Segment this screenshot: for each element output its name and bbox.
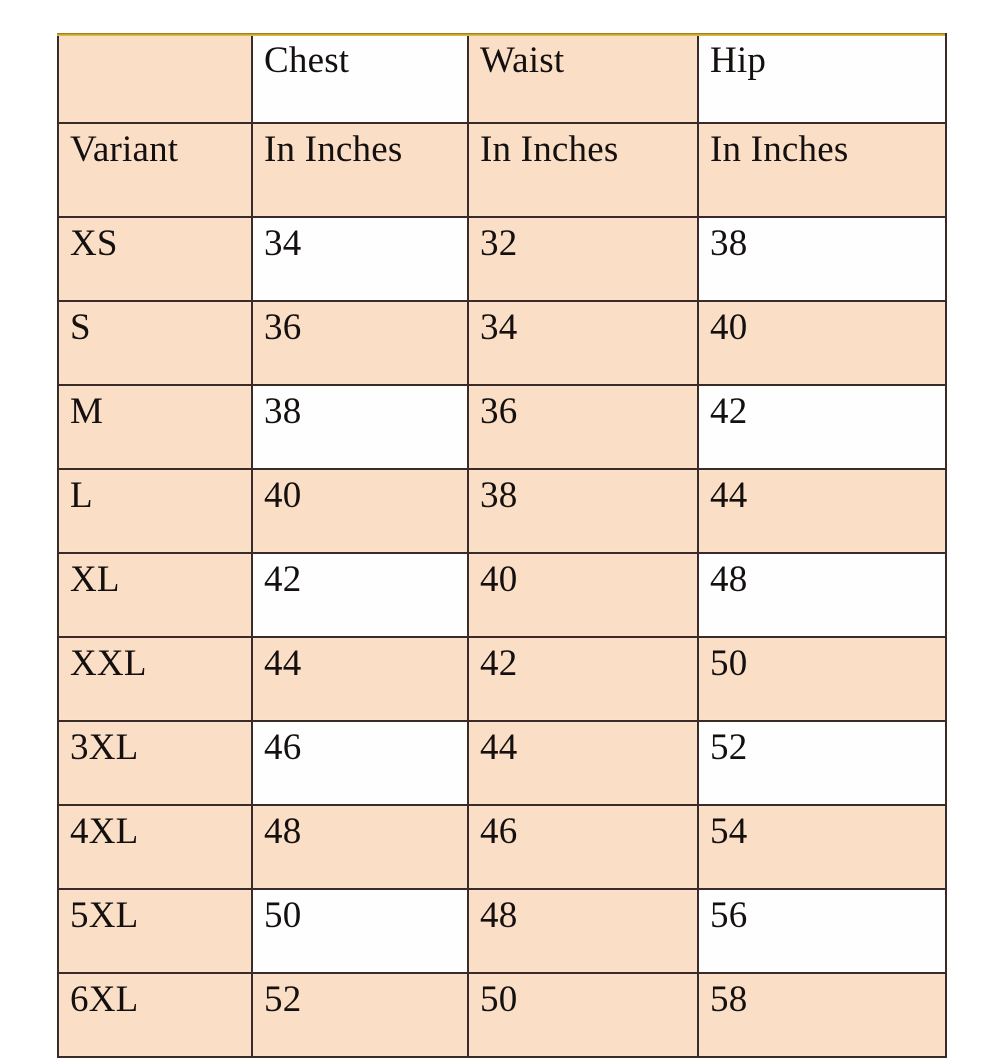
header-cell-chest: Chest xyxy=(251,33,469,124)
header-cell-hip: Hip xyxy=(697,33,947,124)
cell-waist: 48 xyxy=(467,888,699,974)
table-row: 5XL 50 48 56 xyxy=(57,888,947,974)
header-cell-variant-label: Variant xyxy=(57,122,253,218)
table-row: XXL 44 42 50 xyxy=(57,636,947,722)
cell-hip: 48 xyxy=(697,552,947,638)
cell-hip: 40 xyxy=(697,300,947,386)
cell-waist: 34 xyxy=(467,300,699,386)
cell-chest: 50 xyxy=(251,888,469,974)
cell-hip: 50 xyxy=(697,636,947,722)
cell-waist: 46 xyxy=(467,804,699,890)
header-row-measurements: Chest Waist Hip xyxy=(57,33,947,124)
cell-variant: 6XL xyxy=(57,972,253,1058)
header-cell-chest-unit: In Inches xyxy=(251,122,469,218)
header-cell-variant-blank xyxy=(57,33,253,124)
cell-hip: 52 xyxy=(697,720,947,806)
cell-variant: XL xyxy=(57,552,253,638)
cell-hip: 42 xyxy=(697,384,947,470)
cell-variant: L xyxy=(57,468,253,554)
cell-variant: S xyxy=(57,300,253,386)
table-row: L 40 38 44 xyxy=(57,468,947,554)
cell-chest: 40 xyxy=(251,468,469,554)
cell-hip: 58 xyxy=(697,972,947,1058)
cell-waist: 32 xyxy=(467,216,699,302)
table-row: M 38 36 42 xyxy=(57,384,947,470)
cell-chest: 46 xyxy=(251,720,469,806)
cell-waist: 44 xyxy=(467,720,699,806)
cell-chest: 38 xyxy=(251,384,469,470)
size-chart-body: Chest Waist Hip Variant In Inches In Inc… xyxy=(57,33,947,1058)
cell-waist: 40 xyxy=(467,552,699,638)
cell-hip: 56 xyxy=(697,888,947,974)
table-top-rule xyxy=(57,33,945,36)
header-cell-waist: Waist xyxy=(467,33,699,124)
cell-hip: 38 xyxy=(697,216,947,302)
cell-variant: XS xyxy=(57,216,253,302)
cell-waist: 50 xyxy=(467,972,699,1058)
cell-waist: 38 xyxy=(467,468,699,554)
cell-hip: 44 xyxy=(697,468,947,554)
header-cell-waist-unit: In Inches xyxy=(467,122,699,218)
table-row: 3XL 46 44 52 xyxy=(57,720,947,806)
cell-hip: 54 xyxy=(697,804,947,890)
cell-chest: 36 xyxy=(251,300,469,386)
cell-chest: 48 xyxy=(251,804,469,890)
header-row-units: Variant In Inches In Inches In Inches xyxy=(57,122,947,218)
table-row: S 36 34 40 xyxy=(57,300,947,386)
cell-chest: 44 xyxy=(251,636,469,722)
cell-waist: 42 xyxy=(467,636,699,722)
table-row: 6XL 52 50 58 xyxy=(57,972,947,1058)
cell-variant: 5XL xyxy=(57,888,253,974)
table-row: XL 42 40 48 xyxy=(57,552,947,638)
size-chart-table: Chest Waist Hip Variant In Inches In Inc… xyxy=(57,33,947,1058)
header-cell-hip-unit: In Inches xyxy=(697,122,947,218)
size-chart-container: Chest Waist Hip Variant In Inches In Inc… xyxy=(57,33,947,1058)
cell-variant: XXL xyxy=(57,636,253,722)
table-row: XS 34 32 38 xyxy=(57,216,947,302)
cell-variant: M xyxy=(57,384,253,470)
cell-chest: 42 xyxy=(251,552,469,638)
cell-chest: 52 xyxy=(251,972,469,1058)
cell-chest: 34 xyxy=(251,216,469,302)
cell-variant: 3XL xyxy=(57,720,253,806)
table-row: 4XL 48 46 54 xyxy=(57,804,947,890)
cell-variant: 4XL xyxy=(57,804,253,890)
cell-waist: 36 xyxy=(467,384,699,470)
